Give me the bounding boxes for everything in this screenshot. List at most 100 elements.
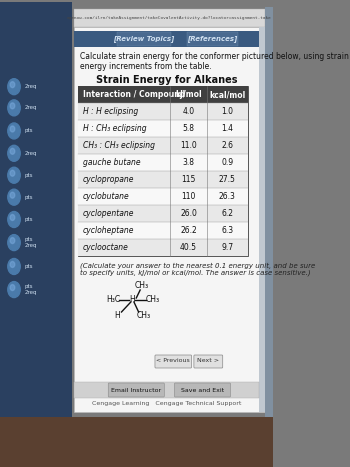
- Text: < Previous: < Previous: [156, 359, 190, 363]
- Text: 4.0: 4.0: [182, 107, 195, 116]
- Text: H₃C: H₃C: [107, 296, 121, 304]
- Text: Email Instructor: Email Instructor: [111, 388, 161, 392]
- Text: H : CH₃ eclipsing: H : CH₃ eclipsing: [83, 124, 146, 133]
- FancyBboxPatch shape: [78, 86, 248, 103]
- Text: Cengage Learning   Cengage Technical Support: Cengage Learning Cengage Technical Suppo…: [92, 402, 241, 406]
- FancyBboxPatch shape: [194, 355, 223, 368]
- FancyBboxPatch shape: [78, 154, 248, 171]
- Circle shape: [8, 78, 20, 95]
- Circle shape: [8, 145, 20, 161]
- Text: [References]: [References]: [187, 35, 237, 42]
- FancyBboxPatch shape: [259, 27, 265, 412]
- FancyBboxPatch shape: [78, 222, 248, 239]
- Text: 110: 110: [181, 192, 196, 201]
- Text: cycloheptane: cycloheptane: [83, 226, 134, 235]
- Text: cyclopentane: cyclopentane: [83, 209, 134, 218]
- Circle shape: [8, 258, 20, 275]
- Text: H : H eclipsing: H : H eclipsing: [83, 107, 138, 116]
- Text: 6.2: 6.2: [222, 209, 233, 218]
- Text: 2req: 2req: [25, 151, 37, 156]
- FancyBboxPatch shape: [78, 103, 248, 120]
- Text: 9.7: 9.7: [221, 243, 233, 252]
- FancyBboxPatch shape: [78, 171, 248, 188]
- Circle shape: [10, 126, 15, 132]
- Text: kJ/mol: kJ/mol: [175, 90, 202, 99]
- Text: CH₃: CH₃: [137, 311, 151, 320]
- Text: 115: 115: [181, 175, 196, 184]
- Circle shape: [10, 82, 15, 88]
- FancyBboxPatch shape: [0, 0, 273, 467]
- Text: Strain Energy for Alkanes: Strain Energy for Alkanes: [96, 75, 237, 85]
- Circle shape: [10, 192, 15, 198]
- Circle shape: [10, 214, 15, 220]
- Text: Interaction / Compound: Interaction / Compound: [83, 90, 185, 99]
- Text: CH₃ : CH₃ eclipsing: CH₃ : CH₃ eclipsing: [83, 141, 155, 150]
- Text: pts: pts: [25, 195, 33, 200]
- Text: cyclooctane: cyclooctane: [83, 243, 128, 252]
- Text: H: H: [114, 311, 120, 320]
- Text: kcal/mol: kcal/mol: [209, 90, 245, 99]
- Circle shape: [10, 103, 15, 109]
- Text: (Calculate your answer to the nearest 0.1 energy unit, and be sure
to specify un: (Calculate your answer to the nearest 0.…: [80, 262, 315, 276]
- FancyBboxPatch shape: [74, 27, 265, 412]
- FancyBboxPatch shape: [74, 31, 259, 47]
- FancyBboxPatch shape: [0, 2, 72, 417]
- Circle shape: [8, 282, 20, 297]
- Text: cyclobutane: cyclobutane: [83, 192, 129, 201]
- Text: 26.3: 26.3: [219, 192, 236, 201]
- Circle shape: [10, 170, 15, 176]
- Text: pts: pts: [25, 264, 33, 269]
- Text: 6.3: 6.3: [221, 226, 233, 235]
- Text: CH₃: CH₃: [135, 282, 149, 290]
- Text: Next >: Next >: [197, 359, 219, 363]
- Text: 0.9: 0.9: [221, 158, 233, 167]
- FancyBboxPatch shape: [78, 205, 248, 222]
- FancyBboxPatch shape: [78, 120, 248, 137]
- FancyBboxPatch shape: [78, 239, 248, 256]
- Text: 2req: 2req: [25, 106, 37, 110]
- Circle shape: [8, 234, 20, 251]
- Text: pts: pts: [25, 128, 33, 134]
- Text: pts: pts: [25, 173, 33, 178]
- Text: 40.5: 40.5: [180, 243, 197, 252]
- Text: 2req: 2req: [25, 84, 37, 89]
- FancyBboxPatch shape: [74, 382, 259, 398]
- FancyBboxPatch shape: [117, 32, 171, 46]
- Circle shape: [10, 284, 15, 290]
- Text: 11.0: 11.0: [180, 141, 197, 150]
- Circle shape: [10, 262, 15, 268]
- Circle shape: [8, 189, 20, 205]
- Circle shape: [10, 149, 15, 154]
- FancyBboxPatch shape: [265, 7, 273, 417]
- Text: 2.6: 2.6: [222, 141, 233, 150]
- Circle shape: [8, 167, 20, 183]
- FancyBboxPatch shape: [0, 417, 273, 467]
- Text: CH₃: CH₃: [146, 296, 160, 304]
- Text: cyclopropane: cyclopropane: [83, 175, 134, 184]
- FancyBboxPatch shape: [78, 188, 248, 205]
- Text: Save and Exit: Save and Exit: [181, 388, 224, 392]
- Circle shape: [10, 238, 15, 244]
- FancyBboxPatch shape: [78, 137, 248, 154]
- Text: gauche butane: gauche butane: [83, 158, 140, 167]
- Text: Calculate strain energy for the conformer pictured below, using strain
energy in: Calculate strain energy for the conforme…: [80, 52, 349, 71]
- FancyBboxPatch shape: [174, 383, 231, 397]
- Text: H: H: [130, 296, 135, 304]
- Text: 1.0: 1.0: [222, 107, 233, 116]
- FancyBboxPatch shape: [108, 383, 164, 397]
- FancyBboxPatch shape: [187, 32, 238, 46]
- Text: pts: pts: [25, 217, 33, 222]
- Circle shape: [8, 100, 20, 116]
- Text: 1.4: 1.4: [222, 124, 233, 133]
- Circle shape: [8, 123, 20, 139]
- Text: 26.2: 26.2: [180, 226, 197, 235]
- FancyBboxPatch shape: [74, 9, 265, 27]
- Text: 5.8: 5.8: [182, 124, 195, 133]
- FancyBboxPatch shape: [155, 355, 191, 368]
- Circle shape: [8, 212, 20, 227]
- Text: pts
2req: pts 2req: [25, 237, 37, 248]
- Text: 26.0: 26.0: [180, 209, 197, 218]
- Text: pts
2req: pts 2req: [25, 284, 37, 295]
- Text: [Review Topics]: [Review Topics]: [113, 35, 175, 42]
- Text: 3.8: 3.8: [182, 158, 195, 167]
